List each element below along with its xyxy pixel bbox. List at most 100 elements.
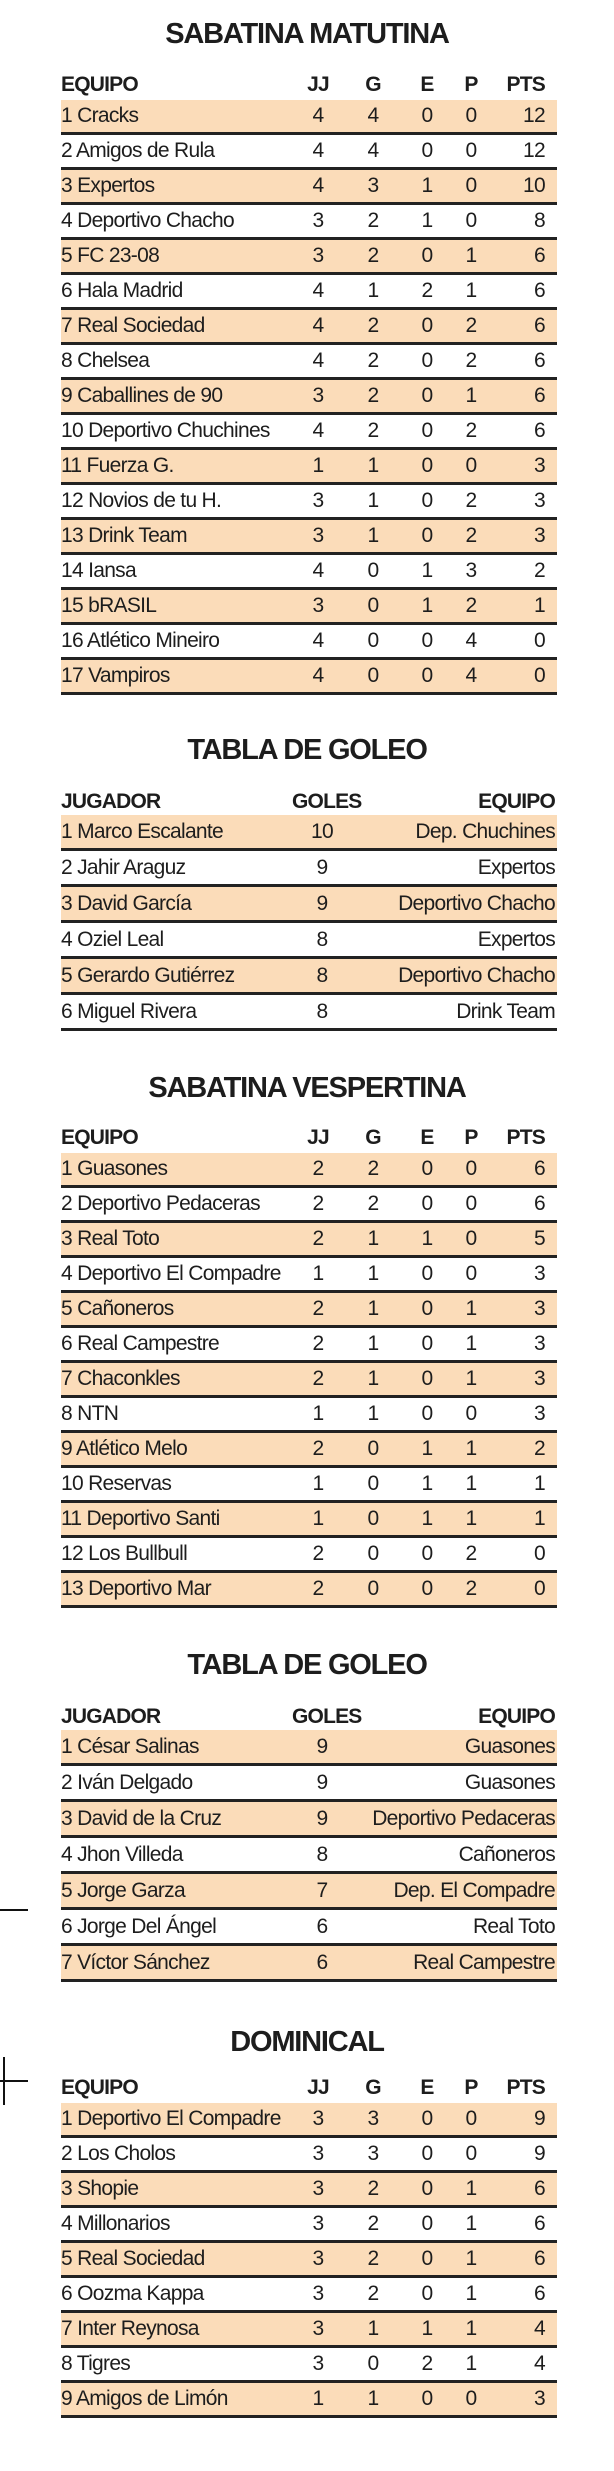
table-row: 10 Reservas 1 0 1 1 1 <box>61 1468 557 1503</box>
table-row: 12 Novios de tu H. 3 1 0 2 3 <box>61 485 557 520</box>
cell-g: 1 <box>367 1227 380 1250</box>
cell-g: 2 <box>367 209 380 232</box>
cell-e: 2 <box>421 279 434 302</box>
cell-team: 4 Millonarios <box>61 2212 170 2235</box>
section-title: TABLA DE GOLEO <box>187 1649 428 1681</box>
cell-team: Real Toto <box>472 1915 556 1938</box>
cell-jj: 2 <box>312 1297 325 1320</box>
column-header-e: E <box>420 1126 434 1149</box>
cell-e: 1 <box>421 559 434 582</box>
cell-e: 0 <box>421 2177 434 2200</box>
cell-g: 2 <box>367 419 380 442</box>
cell-pts: 3 <box>534 1297 546 1320</box>
cell-jj: 2 <box>312 1542 325 1565</box>
cell-player: 3 David de la Cruz <box>61 1807 222 1830</box>
cell-team: 11 Fuerza G. <box>61 454 174 477</box>
cell-goals: 6 <box>316 1915 329 1938</box>
cell-team: 4 Deportivo El Compadre <box>61 1262 281 1285</box>
cell-g: 1 <box>367 2317 380 2340</box>
cell-e: 0 <box>421 1542 434 1565</box>
cell-p: 1 <box>465 1507 478 1530</box>
cell-team: 9 Amigos de Limón <box>61 2387 228 2410</box>
cell-team: 4 Deportivo Chacho <box>61 209 235 232</box>
cell-g: 1 <box>367 1262 380 1285</box>
cell-g: 0 <box>367 664 380 687</box>
cell-jj: 4 <box>312 559 325 582</box>
cell-team: 10 Deportivo Chuchines <box>61 419 270 442</box>
cell-jj: 4 <box>312 629 325 652</box>
cell-team: 13 Drink Team <box>61 524 188 547</box>
table-row: 7 Víctor Sánchez 6 Real Campestre <box>61 1946 557 1982</box>
cell-goals: 9 <box>316 1735 329 1758</box>
cell-e: 0 <box>421 1577 434 1600</box>
cell-p: 2 <box>465 349 478 372</box>
cell-e: 0 <box>421 139 434 162</box>
cell-player: 4 Oziel Leal <box>61 928 164 951</box>
cell-p: 1 <box>465 2212 478 2235</box>
cell-jj: 3 <box>312 244 325 267</box>
table-row: 7 Real Sociedad 4 2 0 2 6 <box>61 310 557 345</box>
cell-g: 2 <box>367 1157 380 1180</box>
cell-team: Cañoneros <box>458 1843 556 1866</box>
cell-e: 0 <box>421 1297 434 1320</box>
cell-jj: 3 <box>312 384 325 407</box>
table-row: 7 Chaconkles 2 1 0 1 3 <box>61 1363 557 1398</box>
cell-p: 1 <box>465 1437 478 1460</box>
table-row: 10 Deportivo Chuchines 4 2 0 2 6 <box>61 415 557 450</box>
cell-jj: 3 <box>312 2247 325 2270</box>
cell-g: 3 <box>367 2142 380 2165</box>
cell-e: 0 <box>421 524 434 547</box>
cell-e: 0 <box>421 419 434 442</box>
cell-pts: 6 <box>534 2177 546 2200</box>
cell-team: 2 Deportivo Pedaceras <box>61 1192 261 1215</box>
cell-p: 0 <box>465 139 478 162</box>
table-header: EQUIPO JJ G E P PTS <box>61 1123 557 1153</box>
cell-jj: 4 <box>312 664 325 687</box>
cell-e: 0 <box>421 384 434 407</box>
cell-jj: 4 <box>312 279 325 302</box>
table-row: 1 Marco Escalante 10 Dep. Chuchines <box>61 815 557 851</box>
cell-g: 0 <box>367 1542 380 1565</box>
cell-team: 1 Guasones <box>61 1157 168 1180</box>
column-header-goals: GOLES <box>292 1705 362 1728</box>
cell-team: 5 Real Sociedad <box>61 2247 205 2270</box>
cell-p: 0 <box>465 1192 478 1215</box>
cell-e: 1 <box>421 2317 434 2340</box>
cell-e: 0 <box>421 2387 434 2410</box>
cell-g: 3 <box>367 2107 380 2130</box>
cell-e: 1 <box>421 594 434 617</box>
cell-g: 0 <box>367 594 380 617</box>
cell-p: 1 <box>465 1332 478 1355</box>
cell-jj: 3 <box>312 2212 325 2235</box>
column-header-p: P <box>464 73 478 96</box>
table-row: 3 David de la Cruz 9 Deportivo Pedaceras <box>61 1802 557 1838</box>
cell-team: Drink Team <box>456 1000 556 1023</box>
cell-team: Dep. El Compadre <box>393 1879 555 1902</box>
cell-g: 1 <box>367 279 380 302</box>
cell-jj: 3 <box>312 2177 325 2200</box>
cell-g: 1 <box>367 2387 380 2410</box>
cell-team: 13 Deportivo Mar <box>61 1577 212 1600</box>
cell-pts: 3 <box>534 524 546 547</box>
cell-player: 4 Jhon Villeda <box>61 1843 183 1866</box>
column-header-team: EQUIPO <box>478 790 556 813</box>
cell-e: 1 <box>421 209 434 232</box>
column-header-pts: PTS <box>506 73 546 96</box>
table-row: 2 Los Cholos 3 3 0 0 9 <box>61 2138 557 2173</box>
cell-team: 1 Cracks <box>61 104 139 127</box>
cell-team: 11 Deportivo Santi <box>61 1507 220 1530</box>
cell-e: 0 <box>421 1402 434 1425</box>
cell-pts: 4 <box>534 2352 546 2375</box>
cell-g: 2 <box>367 244 380 267</box>
column-header-e: E <box>420 2076 434 2099</box>
section-title: TABLA DE GOLEO <box>187 734 428 766</box>
cell-pts: 0 <box>534 1577 546 1600</box>
cell-g: 2 <box>367 384 380 407</box>
cell-p: 2 <box>465 1542 478 1565</box>
cell-g: 2 <box>367 2177 380 2200</box>
table-row: 5 Real Sociedad 3 2 0 1 6 <box>61 2243 557 2278</box>
cell-g: 0 <box>367 1507 380 1530</box>
cell-player: 2 Iván Delgado <box>61 1771 193 1794</box>
cell-e: 0 <box>421 1332 434 1355</box>
cell-p: 1 <box>465 384 478 407</box>
